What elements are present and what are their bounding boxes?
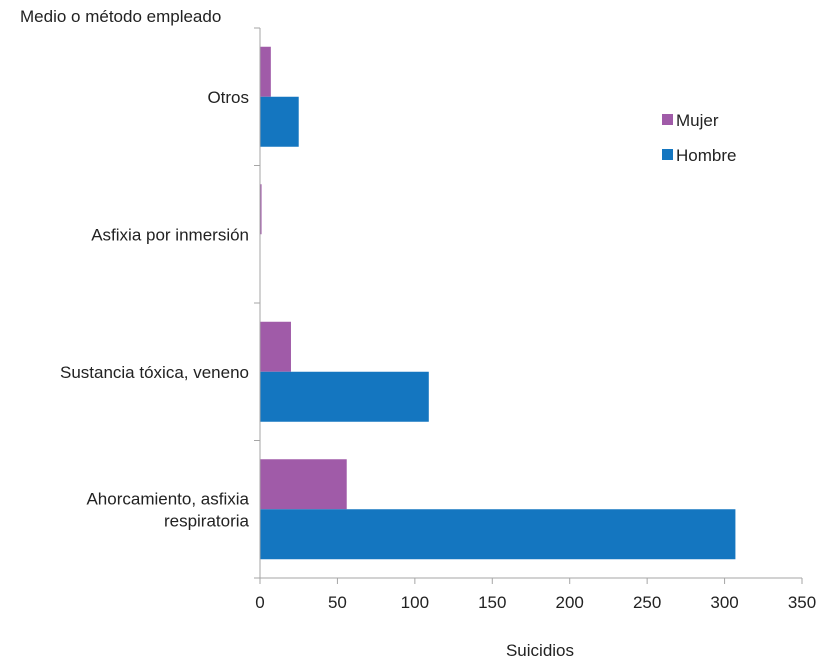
category-labels-group: Otros Asfixia por inmersión Sustancia tóxi… (60, 88, 250, 531)
x-tick-label: 200 (556, 593, 584, 612)
legend-swatch-mujer (662, 114, 673, 125)
legend-swatch-hombre (662, 149, 673, 160)
x-axis-title: Suicidios (506, 641, 574, 660)
legend-label-mujer: Mujer (676, 111, 719, 130)
bar-mujer-3 (260, 459, 347, 510)
bar-mujer-2 (260, 321, 291, 372)
x-tick-label: 50 (328, 593, 347, 612)
x-tick-label: 300 (710, 593, 738, 612)
bar-mujer-1 (260, 184, 262, 235)
bar-mujer-0 (260, 46, 271, 97)
x-tick-label: 150 (478, 593, 506, 612)
legend-label-hombre: Hombre (676, 146, 736, 165)
legend: Mujer Hombre (662, 111, 736, 165)
bar-hombre-2 (260, 371, 429, 422)
x-tick-label: 100 (401, 593, 429, 612)
bars-group (260, 46, 736, 560)
axes-group: 0 50 100 150 200 250 300 350 (254, 27, 816, 612)
x-tick-label: 350 (788, 593, 816, 612)
category-label: Otros (207, 88, 249, 107)
y-axis-title: Medio o método empleado (20, 7, 221, 26)
x-tick-label: 0 (255, 593, 264, 612)
category-label: Ahorcamiento, asfixia respiratoria (86, 489, 249, 530)
bar-hombre-0 (260, 96, 299, 147)
category-label: Sustancia tóxica, veneno (60, 363, 249, 382)
x-tick-label: 250 (633, 593, 661, 612)
category-label: Asfixia por inmersión (91, 225, 249, 244)
bar-hombre-3 (260, 509, 736, 560)
